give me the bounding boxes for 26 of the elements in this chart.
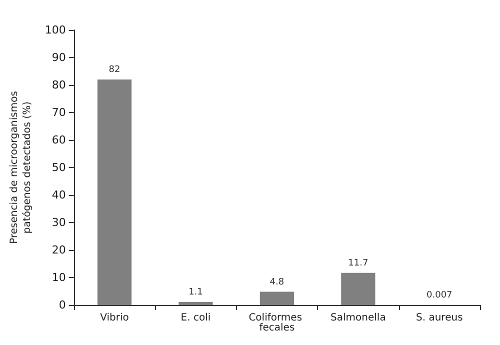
y-tick-label: 40 (52, 188, 66, 202)
y-tick-label: 20 (52, 244, 66, 256)
x-tick-label: Salmonella (330, 312, 386, 324)
data-label: 0.007 (426, 290, 452, 300)
data-label: 11.7 (348, 258, 368, 268)
y-tick-label: 70 (52, 106, 66, 119)
y-axis-title: Presencia de microorganismos patógenos detectados (%) (9, 91, 33, 244)
bar (260, 292, 294, 305)
data-label: 4.8 (270, 277, 284, 288)
x-tick-label: Vibrio (100, 312, 129, 324)
x-tick-label: Coliformes fecales (248, 312, 306, 334)
y-tick-label: 50 (52, 161, 66, 174)
y-tick-label: 0 (58, 298, 66, 312)
y-tick-label: 30 (52, 216, 66, 229)
y-tick-label: 90 (52, 51, 66, 64)
bar (97, 80, 132, 305)
y-tick-label: 10 (52, 271, 66, 284)
y-tick-label: 100 (44, 24, 66, 36)
bar (178, 302, 213, 305)
data-label: 82 (108, 65, 120, 75)
bar (341, 272, 376, 305)
x-tick-label: E. coli (180, 312, 211, 324)
y-tick-label: 60 (52, 134, 66, 146)
x-tick-label: S. aureus (416, 312, 463, 324)
y-tick-label: 80 (52, 78, 66, 92)
data-label: 1.1 (188, 287, 203, 298)
